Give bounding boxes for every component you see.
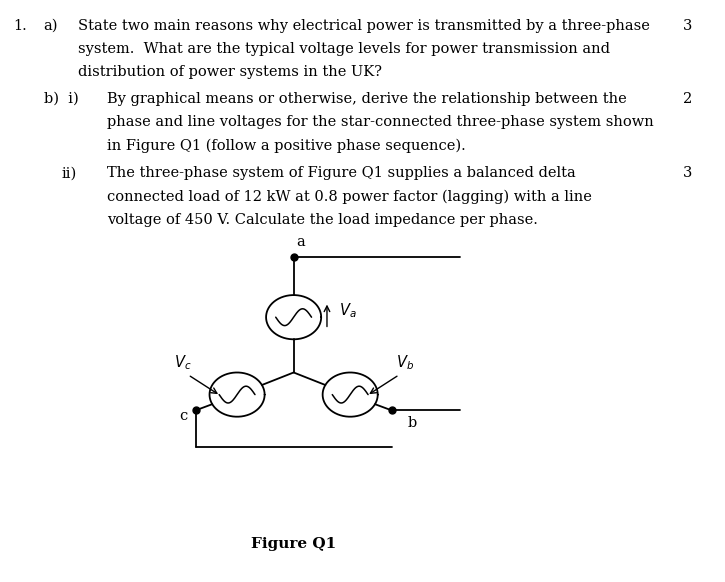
Text: State two main reasons why electrical power is transmitted by a three-phase: State two main reasons why electrical po… [78,19,650,33]
Text: connected load of 12 kW at 0.8 power factor (lagging) with a line: connected load of 12 kW at 0.8 power fac… [107,190,592,204]
Text: 3: 3 [683,19,692,33]
Text: a: a [297,235,305,249]
Text: distribution of power systems in the UK?: distribution of power systems in the UK? [78,65,382,79]
Text: The three-phase system of Figure Q1 supplies a balanced delta: The three-phase system of Figure Q1 supp… [107,166,576,180]
Text: 2: 2 [683,92,692,106]
Text: $V_b$: $V_b$ [396,353,414,372]
Text: b: b [407,416,417,430]
Text: Figure Q1: Figure Q1 [251,537,336,551]
Text: 1.: 1. [13,19,27,33]
Text: c: c [179,409,187,423]
Text: $V_c$: $V_c$ [174,353,191,372]
Text: b)  i): b) i) [44,92,78,106]
Text: 3: 3 [683,166,692,180]
Text: system.  What are the typical voltage levels for power transmission and: system. What are the typical voltage lev… [78,42,610,56]
Text: $V_a$: $V_a$ [339,301,356,320]
Text: ii): ii) [62,166,77,180]
Text: phase and line voltages for the star-connected three-phase system shown: phase and line voltages for the star-con… [107,115,654,129]
Text: voltage of 450 V. Calculate the load impedance per phase.: voltage of 450 V. Calculate the load imp… [107,213,538,227]
Text: a): a) [44,19,58,33]
Text: in Figure Q1 (follow a positive phase sequence).: in Figure Q1 (follow a positive phase se… [107,139,466,153]
Text: By graphical means or otherwise, derive the relationship between the: By graphical means or otherwise, derive … [107,92,627,106]
